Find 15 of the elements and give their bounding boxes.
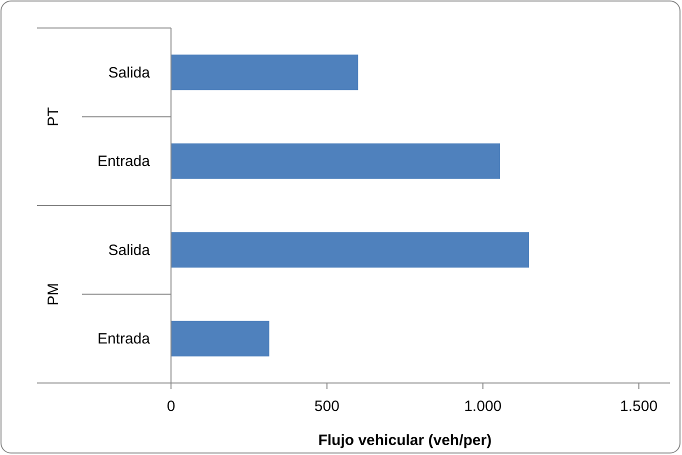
y-tick-label: Entrada [97,153,151,170]
x-tick-label: 500 [314,398,340,415]
bar [171,320,270,356]
x-tick-label: 1.500 [620,398,658,415]
y-tick-label: Salida [108,242,151,259]
text: PT [45,107,62,126]
bar [171,232,530,268]
x-tick-label: 1.000 [464,398,502,415]
bar [171,143,500,179]
text: PM [45,283,62,306]
y-tick-label: Salida [108,64,151,82]
x-tick-label: 0 [166,398,176,415]
bar [171,54,358,90]
x-axis-title: Flujo vehicular (veh/per) [318,432,492,449]
y-tick-label: Entrada [97,330,151,348]
